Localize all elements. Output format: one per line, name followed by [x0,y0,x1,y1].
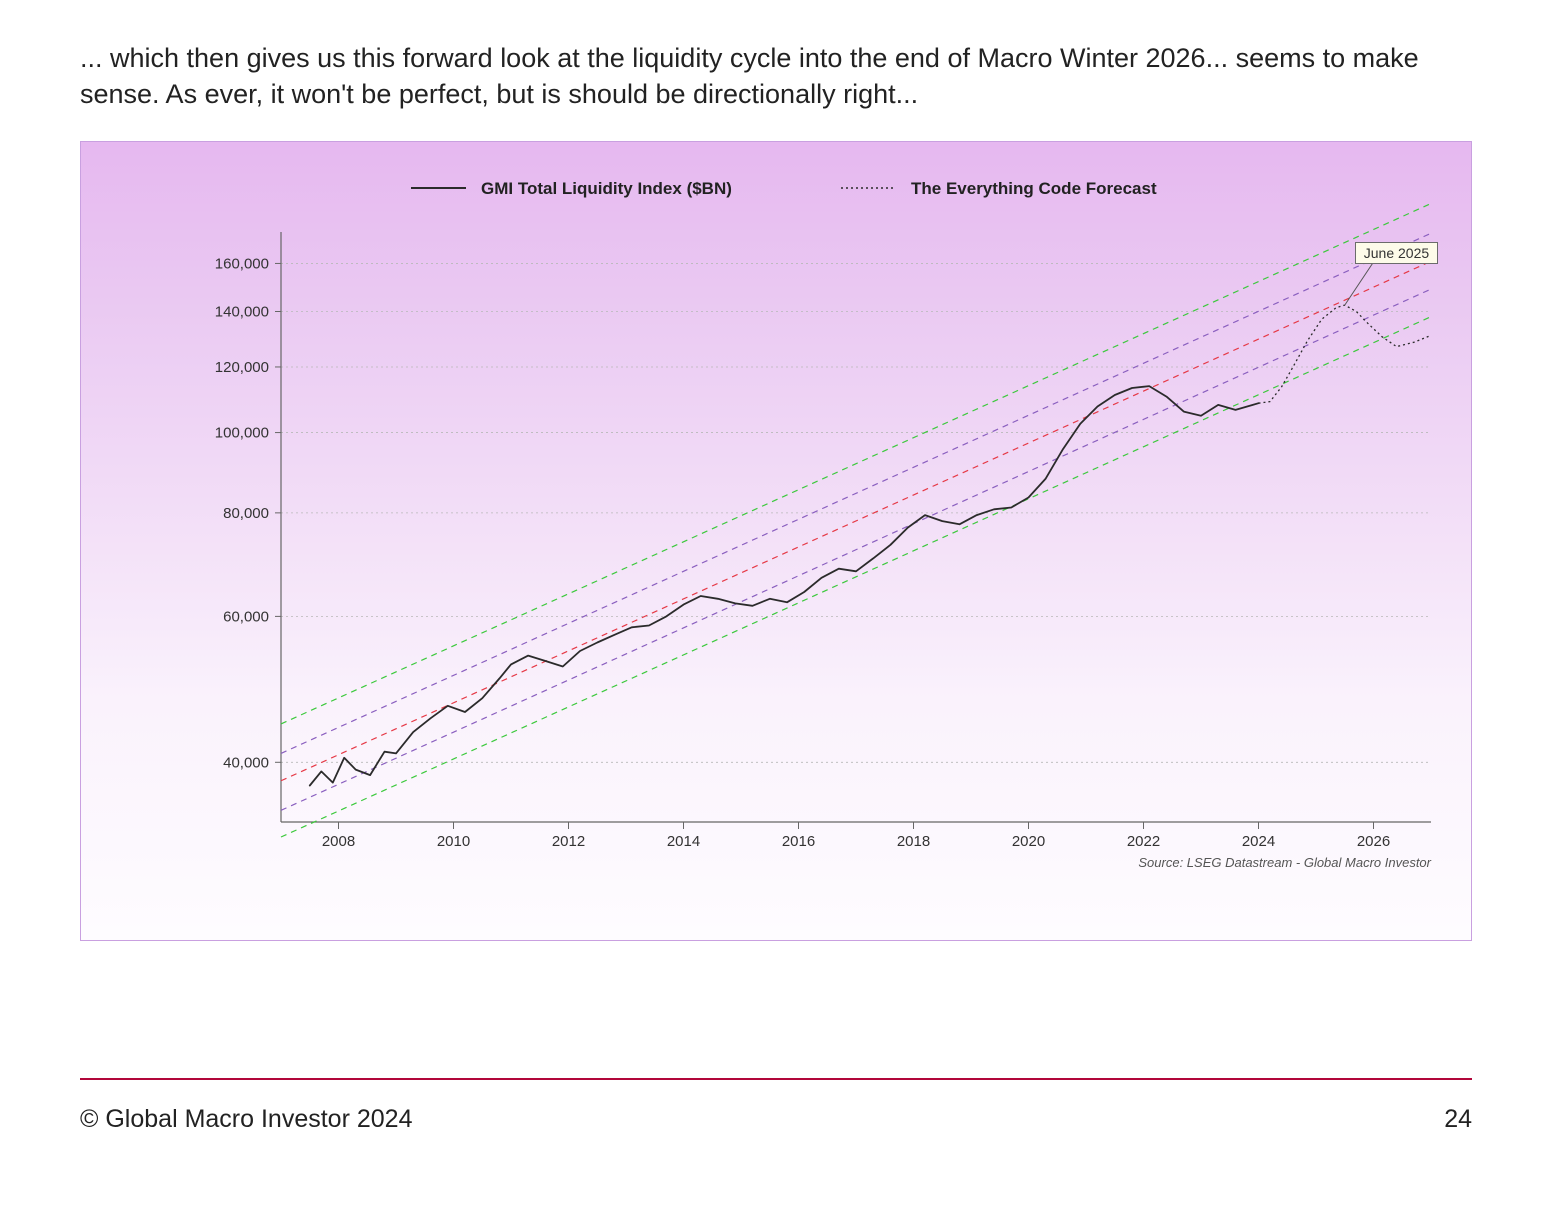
svg-text:60,000: 60,000 [223,608,269,625]
annotation-june-2025: June 2025 [1355,242,1438,264]
body-paragraph: ... which then gives us this forward loo… [80,40,1472,113]
footer-rule [80,1078,1472,1080]
svg-text:40,000: 40,000 [223,754,269,771]
svg-text:2024: 2024 [1242,833,1275,850]
svg-text:140,000: 140,000 [215,303,269,320]
svg-text:2012: 2012 [552,833,585,850]
svg-text:2008: 2008 [322,833,355,850]
svg-text:80,000: 80,000 [223,505,269,522]
svg-text:120,000: 120,000 [215,359,269,376]
svg-text:The Everything Code Forecast: The Everything Code Forecast [911,179,1157,198]
svg-text:100,000: 100,000 [215,424,269,441]
liquidity-chart: 40,000 60,000 80,000 100,000 120,000 140,000 1… [80,141,1472,941]
svg-text:2020: 2020 [1012,833,1045,850]
svg-text:GMI Total Liquidity Index ($BN: GMI Total Liquidity Index ($BN) [481,179,732,198]
svg-text:2026: 2026 [1357,833,1390,850]
svg-text:2018: 2018 [897,833,930,850]
page-footer: © Global Macro Investor 2024 24 [80,1105,1472,1134]
svg-text:Source: LSEG Datastream - Glob: Source: LSEG Datastream - Global Macro I… [1138,855,1431,870]
svg-text:2016: 2016 [782,833,815,850]
svg-text:2010: 2010 [437,833,470,850]
svg-text:160,000: 160,000 [215,255,269,272]
svg-text:2022: 2022 [1127,833,1160,850]
document-page: ... which then gives us this forward loo… [0,0,1552,1212]
page-number: 24 [1444,1105,1472,1134]
copyright-text: © Global Macro Investor 2024 [80,1105,412,1134]
chart-svg: 40,000 60,000 80,000 100,000 120,000 140,000 1… [81,142,1471,940]
svg-text:2014: 2014 [667,833,700,850]
